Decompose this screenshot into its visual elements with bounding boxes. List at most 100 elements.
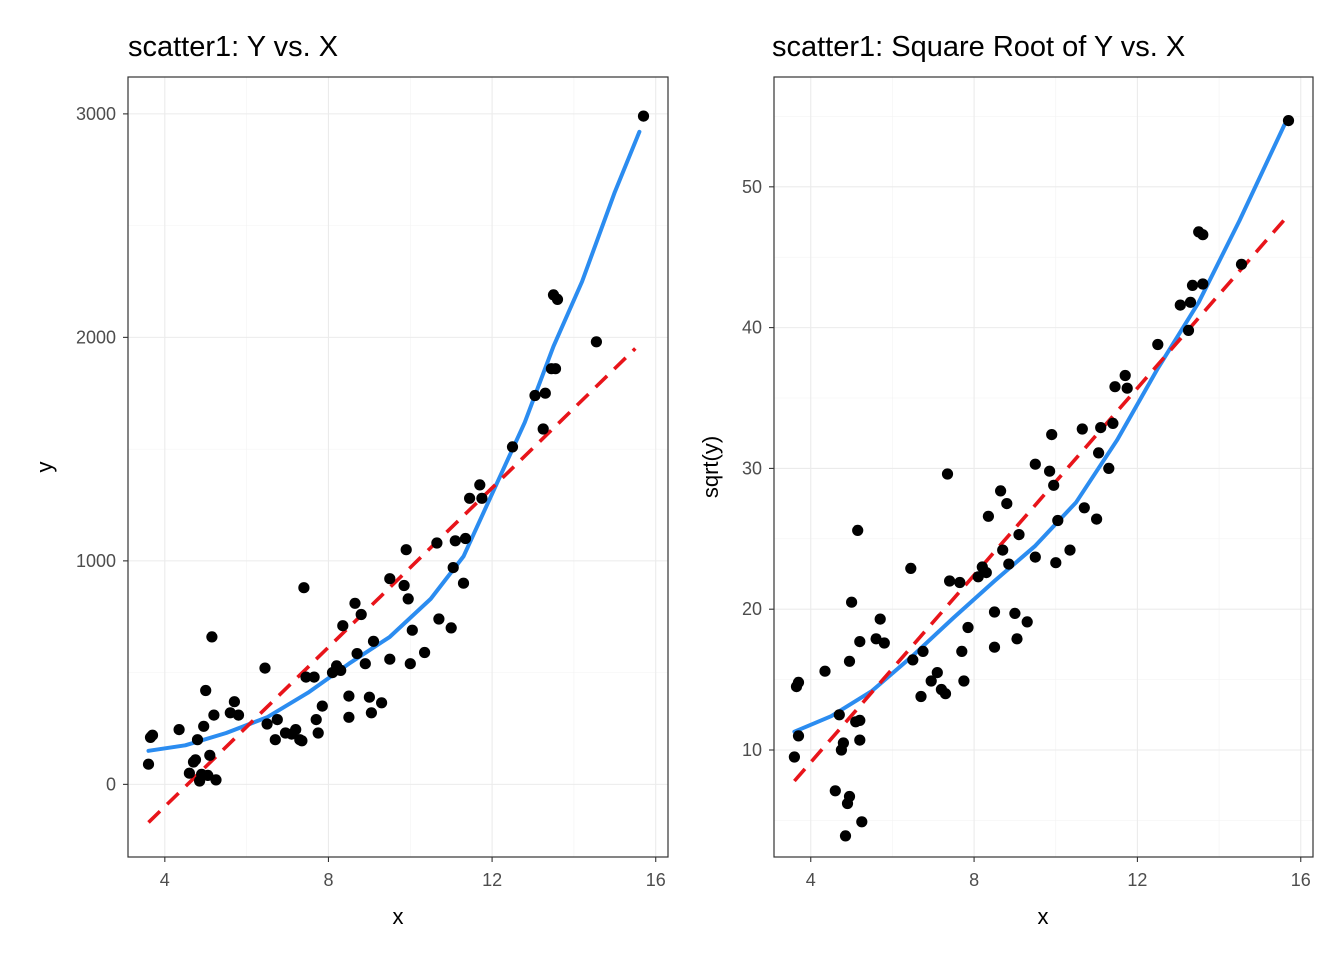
data-point <box>915 690 927 703</box>
data-point <box>402 593 414 605</box>
data-point <box>833 709 845 721</box>
data-point <box>404 658 416 670</box>
x-tick-label: 12 <box>482 870 502 890</box>
panel-1-y-vs-x: scatter1: Y vs. X 4 8 12 16 0 1000 2000 3000 x… <box>32 31 669 929</box>
data-point <box>980 567 992 579</box>
panel-1-y-axis: 0 1000 2000 3000 <box>76 104 128 794</box>
panel-2-x-axis-title: x <box>1038 904 1049 929</box>
panel-1-border <box>127 76 669 858</box>
panel-2-y-axis: 10 20 30 40 50 <box>742 177 774 760</box>
data-point <box>210 774 222 786</box>
panel-1-fit-lines <box>146 129 642 824</box>
data-point <box>1076 423 1088 435</box>
y-tick-label: 10 <box>742 740 762 760</box>
data-point <box>271 714 283 726</box>
data-point <box>447 562 459 574</box>
data-point <box>1064 544 1076 556</box>
data-point <box>1174 299 1186 311</box>
y-tick-label: 50 <box>742 177 762 197</box>
data-point <box>365 707 377 719</box>
data-point <box>232 709 245 721</box>
panel-2-border <box>773 76 1314 858</box>
panel-1-y-axis-title: y <box>32 462 57 473</box>
data-point <box>204 749 216 761</box>
data-point <box>228 696 240 708</box>
y-tick-label: 40 <box>742 318 762 338</box>
data-point <box>958 675 970 687</box>
data-point <box>1013 529 1025 541</box>
data-point <box>376 697 388 709</box>
data-point <box>843 790 856 803</box>
data-point <box>854 734 866 746</box>
data-point <box>476 492 488 504</box>
data-point <box>384 653 396 665</box>
data-point <box>1197 278 1209 290</box>
data-point <box>1235 258 1248 270</box>
data-point <box>355 608 367 621</box>
data-point <box>1011 633 1023 645</box>
data-point <box>1029 458 1041 470</box>
data-point <box>982 510 995 522</box>
data-point <box>191 734 204 746</box>
data-point <box>445 622 457 634</box>
panel-2-fit-lines <box>792 122 1290 783</box>
loess-fit-line <box>792 122 1287 734</box>
data-point <box>290 724 302 736</box>
data-point <box>433 613 445 625</box>
data-point <box>1009 607 1021 620</box>
data-point <box>1048 479 1060 491</box>
data-point <box>202 769 214 782</box>
y-tick-label: 30 <box>742 458 762 478</box>
data-point <box>464 492 476 504</box>
x-tick-label: 12 <box>1127 870 1147 890</box>
data-point <box>878 637 890 649</box>
data-point <box>819 665 831 677</box>
x-tick-label: 8 <box>323 870 333 890</box>
linear-fit-line <box>147 347 637 824</box>
data-point <box>1021 616 1033 628</box>
data-point <box>590 336 603 348</box>
panel-2-title: scatter1: Square Root of Y vs. X <box>772 31 1185 63</box>
data-point <box>854 714 866 727</box>
data-point <box>1029 551 1041 563</box>
y-tick-label: 20 <box>742 599 762 619</box>
data-point <box>206 631 218 643</box>
data-point <box>529 389 541 402</box>
data-point <box>349 597 361 609</box>
data-point <box>367 635 380 647</box>
data-point <box>146 729 159 741</box>
data-point <box>637 110 650 122</box>
data-point <box>788 751 801 763</box>
data-point <box>208 709 220 721</box>
data-point <box>1121 382 1133 394</box>
y-tick-label: 3000 <box>76 104 116 124</box>
data-point <box>474 479 486 491</box>
data-point <box>941 468 954 480</box>
data-point <box>917 645 929 658</box>
data-point <box>269 734 281 746</box>
data-point <box>343 711 355 723</box>
panel-2-points <box>788 115 1295 842</box>
data-point <box>312 727 324 739</box>
data-point <box>792 676 805 689</box>
data-point <box>384 573 396 585</box>
data-point <box>837 737 850 749</box>
data-point <box>995 485 1007 497</box>
data-point <box>1152 338 1164 351</box>
data-point <box>296 735 308 747</box>
x-tick-label: 16 <box>646 870 666 890</box>
data-point <box>363 691 375 703</box>
y-tick-label: 1000 <box>76 551 116 571</box>
data-point <box>931 667 943 679</box>
data-point <box>173 724 185 736</box>
data-point <box>308 671 320 683</box>
data-point <box>398 579 410 592</box>
data-point <box>506 441 519 453</box>
panel-1-points <box>142 110 650 787</box>
data-point <box>1001 498 1013 510</box>
data-point <box>300 671 312 683</box>
data-point <box>1095 422 1107 434</box>
data-point <box>1003 558 1015 570</box>
data-point <box>189 754 202 766</box>
